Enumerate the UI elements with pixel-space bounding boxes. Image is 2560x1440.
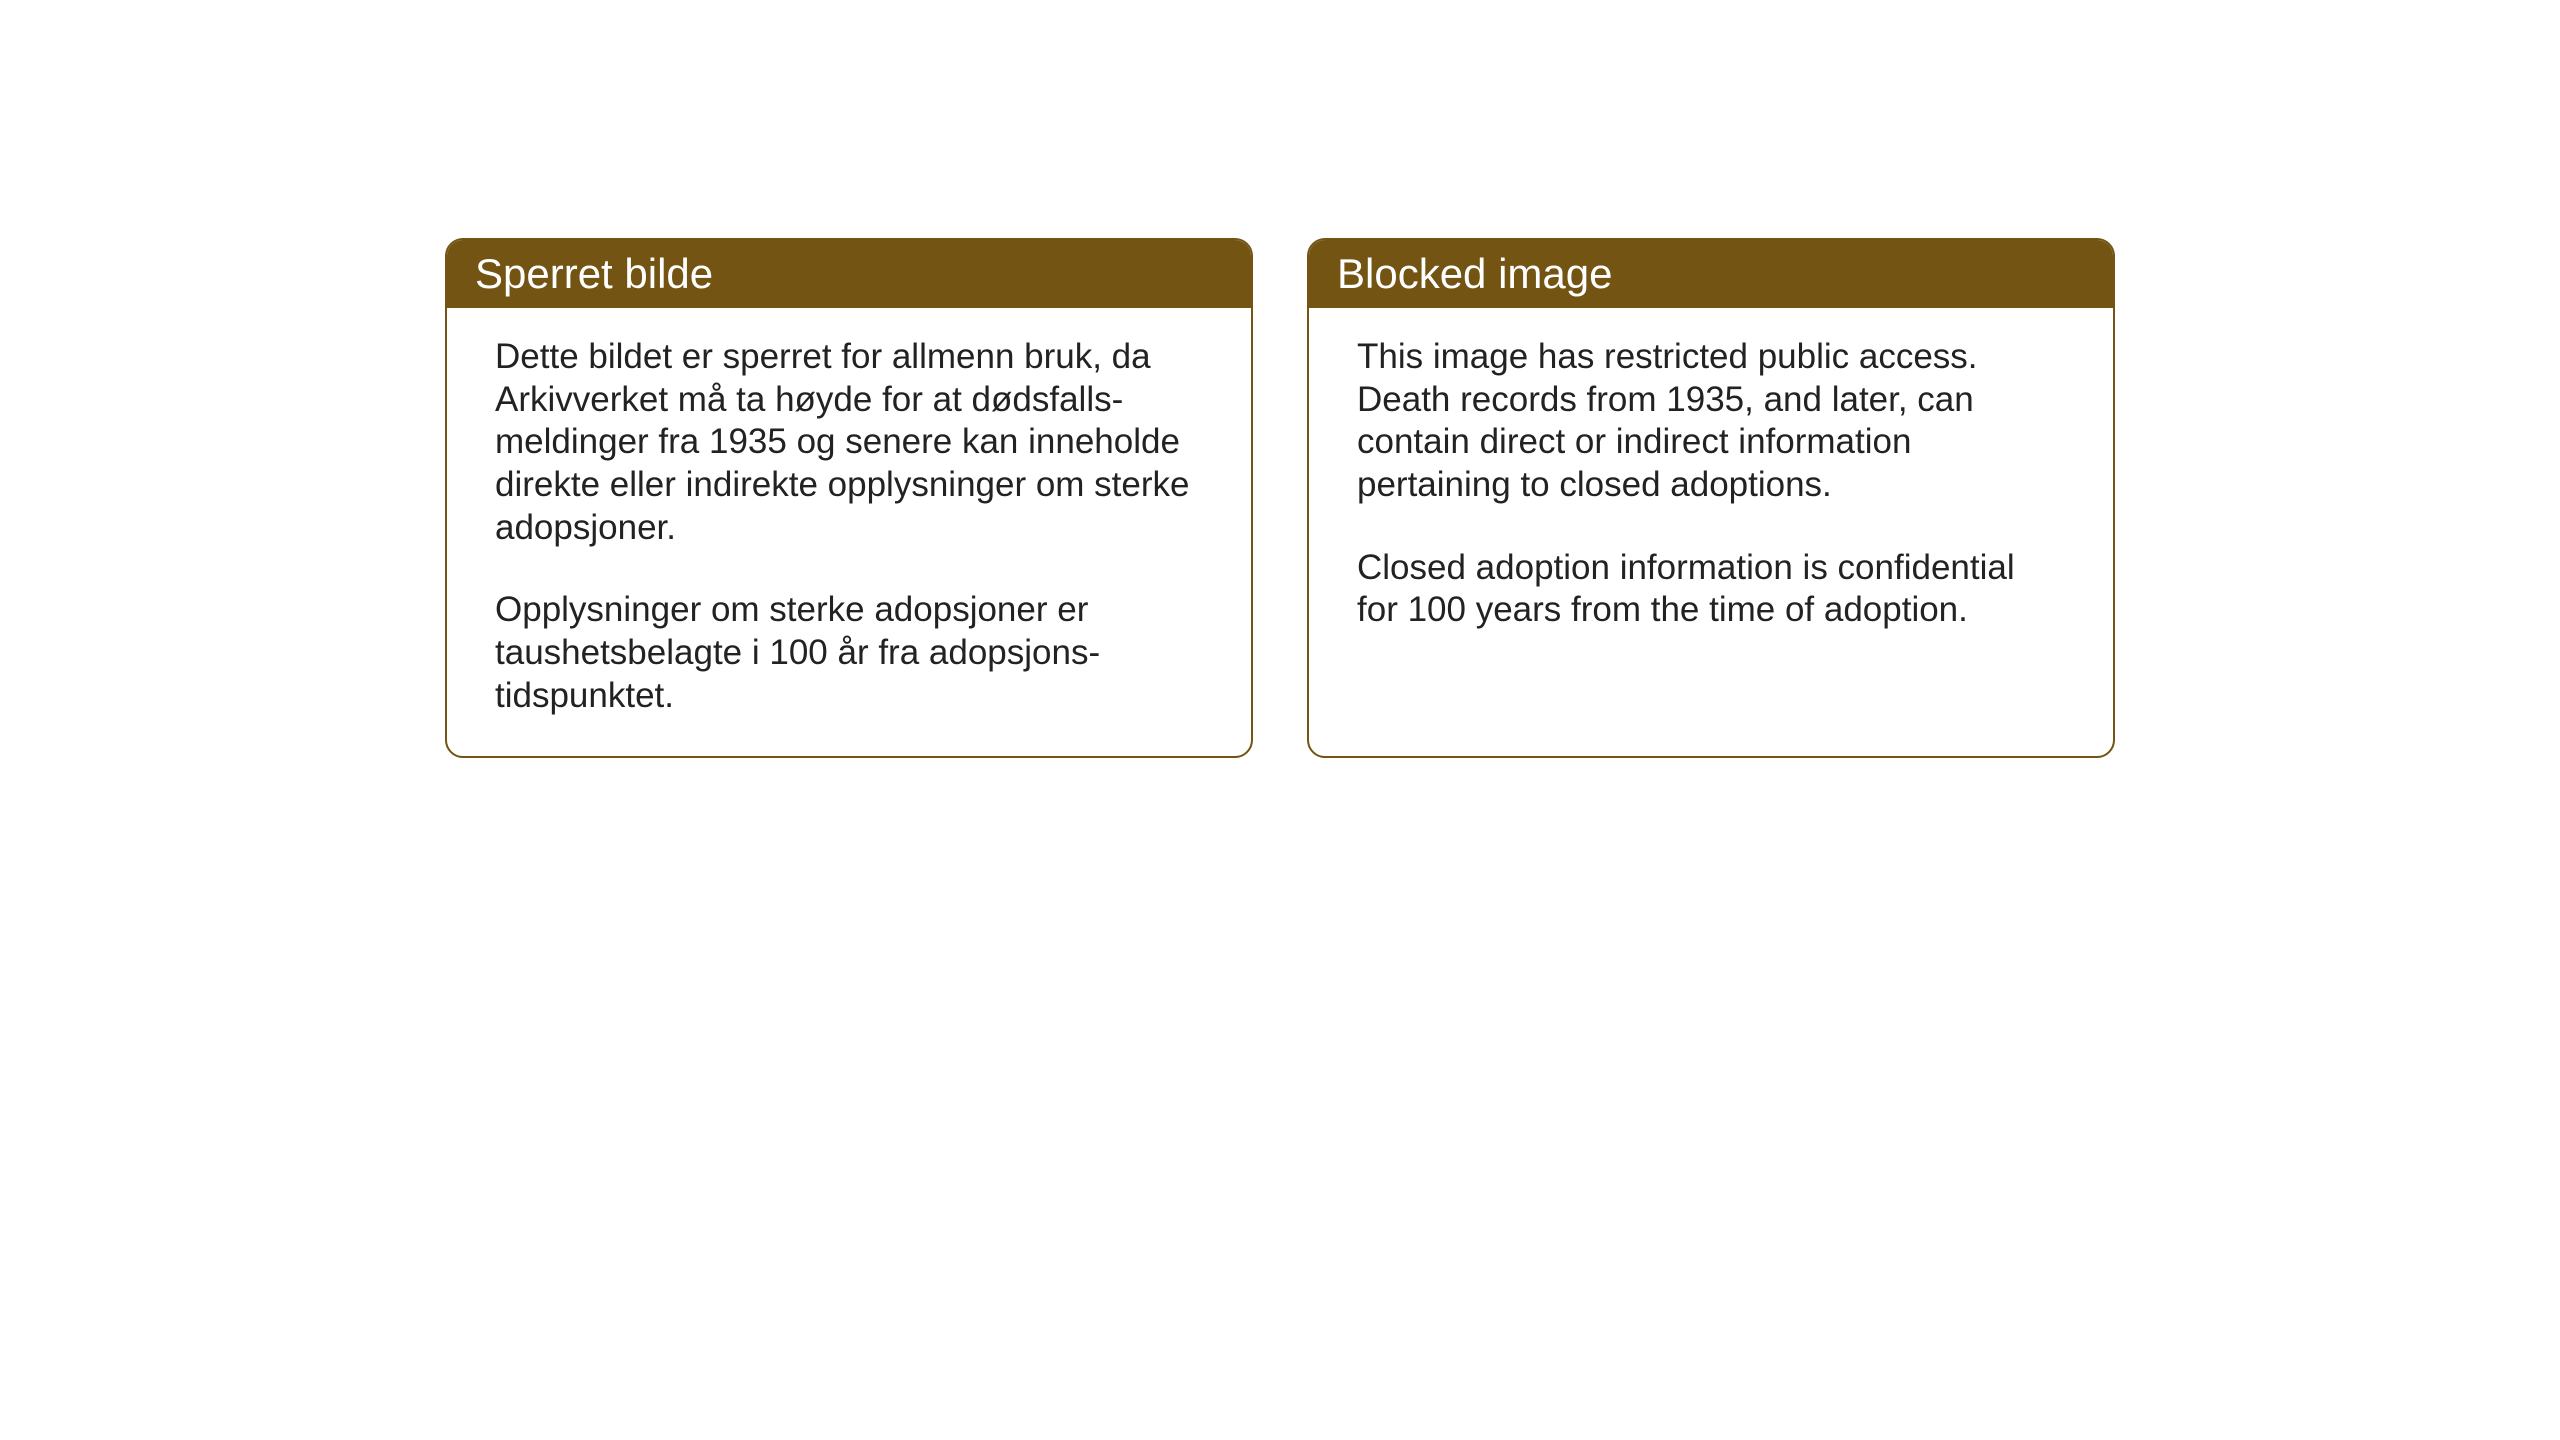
- cards-container: Sperret bilde Dette bildet er sperret fo…: [445, 238, 2115, 758]
- norwegian-card: Sperret bilde Dette bildet er sperret fo…: [445, 238, 1253, 758]
- norwegian-paragraph-2: Opplysninger om sterke adopsjoner er tau…: [495, 589, 1203, 717]
- norwegian-card-title: Sperret bilde: [475, 250, 1223, 298]
- norwegian-paragraph-1: Dette bildet er sperret for allmenn bruk…: [495, 336, 1203, 549]
- norwegian-card-header: Sperret bilde: [447, 240, 1251, 308]
- english-card-title: Blocked image: [1337, 250, 2085, 298]
- english-card: Blocked image This image has restricted …: [1307, 238, 2115, 758]
- english-card-header: Blocked image: [1309, 240, 2113, 308]
- english-paragraph-2: Closed adoption information is confident…: [1357, 547, 2065, 632]
- english-paragraph-1: This image has restricted public access.…: [1357, 336, 2065, 507]
- english-card-body: This image has restricted public access.…: [1309, 308, 2113, 738]
- norwegian-card-body: Dette bildet er sperret for allmenn bruk…: [447, 308, 1251, 756]
